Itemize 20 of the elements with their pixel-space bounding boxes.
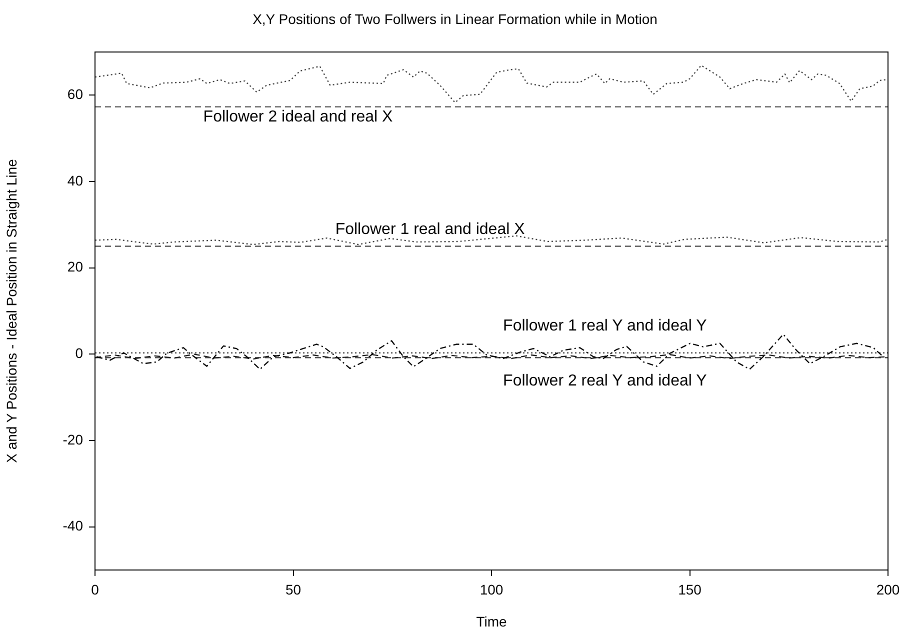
y-tick-label: 60 bbox=[67, 86, 84, 102]
y-tick-label: -20 bbox=[62, 431, 84, 448]
x-tick-label: 100 bbox=[480, 581, 504, 598]
y-tick-label: 20 bbox=[67, 258, 84, 275]
chart-title: X,Y Positions of Two Follwers in Linear Formation while in Motion bbox=[252, 10, 658, 27]
line-series bbox=[95, 235, 888, 246]
y-tick-label: -40 bbox=[62, 518, 84, 534]
x-tick-label: 50 bbox=[285, 581, 302, 598]
annotation: Follower 2 real Y and ideal Y bbox=[503, 372, 708, 390]
y-tick-label: 40 bbox=[67, 172, 84, 188]
y-axis-title: X and Y Positions - Ideal Position in Straight Line bbox=[3, 158, 20, 463]
annotation: Follower 2 ideal and real X bbox=[203, 108, 394, 126]
x-tick-label: 200 bbox=[876, 581, 900, 598]
annotation: Follower 1 real Y and ideal Y bbox=[503, 318, 708, 335]
x-axis-title: Time bbox=[476, 613, 508, 630]
x-tick-label: 150 bbox=[678, 581, 702, 598]
y-tick-label: 0 bbox=[75, 345, 84, 362]
line-series bbox=[95, 64, 888, 104]
annotation: Follower 1 real and ideal X bbox=[335, 220, 526, 238]
x-tick-label: 0 bbox=[91, 581, 100, 598]
